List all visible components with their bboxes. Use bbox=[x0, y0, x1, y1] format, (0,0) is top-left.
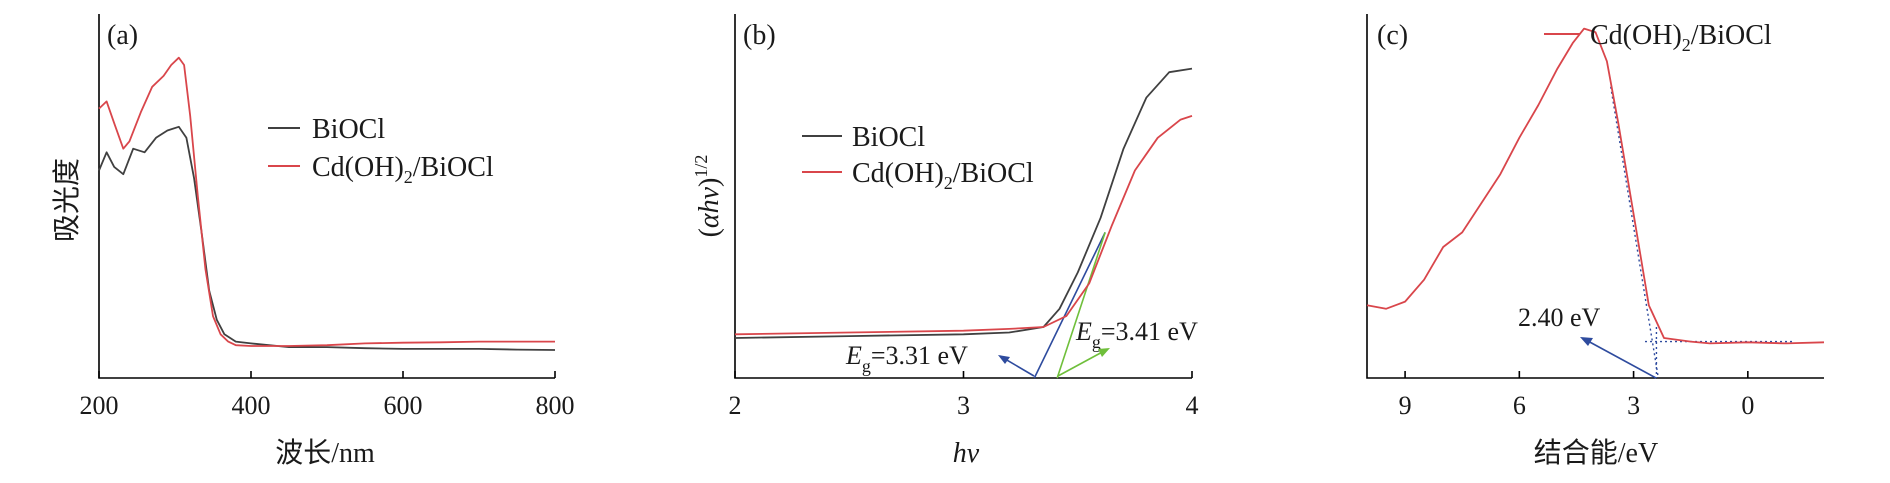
panel-c-xticks: 9 6 3 0 bbox=[1399, 371, 1754, 420]
panel-c: (c) 9 6 3 0 结合能/eV Cd(OH)2/BiOCl 2.40 eV bbox=[1366, 14, 1825, 469]
panel-b-line-cdoh2biocl bbox=[734, 115, 1193, 336]
panel-c-letter: (c) bbox=[1377, 20, 1408, 51]
vb-energy-label: 2.40 eV bbox=[1518, 303, 1601, 332]
panel-c-series bbox=[1366, 27, 1825, 345]
eg-341-arrowhead bbox=[1098, 348, 1110, 357]
panel-c-xlabel: 结合能/eV bbox=[1534, 437, 1658, 469]
panel-a-legend-label-biocl: BiOCl bbox=[312, 114, 385, 145]
panel-b-legend-label-cd: Cd(OH)2/BiOCl bbox=[852, 158, 1034, 193]
eg-341-arrow bbox=[1057, 349, 1107, 377]
panel-b-xtick-label: 2 bbox=[729, 391, 742, 420]
panel-b-xticks: 2 3 4 bbox=[729, 371, 1199, 420]
panel-b-series bbox=[734, 67, 1193, 339]
panel-c-axes bbox=[1366, 14, 1824, 379]
panel-c-legend: Cd(OH)2/BiOCl bbox=[1544, 20, 1772, 55]
panel-a-xtick-label: 600 bbox=[384, 391, 423, 420]
eg-331-label: Eg=3.31 eV bbox=[845, 341, 968, 376]
panel-b-line-biocl bbox=[734, 67, 1193, 339]
vb-energy-arrowhead bbox=[1580, 337, 1593, 346]
panel-b-annotation-331: Eg=3.31 eV bbox=[845, 341, 1035, 377]
eg-341-label: Eg=3.41 eV bbox=[1075, 317, 1198, 352]
eg-331-arrowhead bbox=[998, 355, 1010, 364]
panel-c-fit-lines bbox=[1610, 86, 1794, 379]
vb-energy-arrow bbox=[1585, 339, 1657, 379]
panel-c-xtick-label: 0 bbox=[1741, 391, 1754, 420]
panel-a-xticks: 200 400 600 800 bbox=[80, 371, 575, 420]
panel-b-xtick-label: 4 bbox=[1186, 391, 1199, 420]
panel-b-xtick-label: 3 bbox=[957, 391, 970, 420]
panel-c-legend-label-cd: Cd(OH)2/BiOCl bbox=[1590, 20, 1772, 55]
panel-a-xlabel: 波长/nm bbox=[275, 437, 375, 469]
vb-edge-fit bbox=[1610, 86, 1660, 379]
panel-c-xtick-label: 6 bbox=[1513, 391, 1526, 420]
panel-c-annotation: 2.40 eV bbox=[1518, 303, 1657, 379]
panel-b-legend-label-biocl: BiOCl bbox=[852, 122, 925, 153]
panel-b-ylabel: (αhν)1/2 bbox=[691, 155, 725, 238]
panel-c-xtick-label: 3 bbox=[1627, 391, 1640, 420]
panel-a-xtick-label: 200 bbox=[80, 391, 119, 420]
panel-b-letter: (b) bbox=[743, 20, 776, 51]
panel-a-xtick-label: 800 bbox=[536, 391, 575, 420]
panel-b-annotation-341: Eg=3.41 eV bbox=[1057, 317, 1198, 377]
panel-a-letter: (a) bbox=[107, 20, 138, 51]
tauc-fit-biocl bbox=[1033, 232, 1106, 379]
panel-a-line-cdoh2biocl bbox=[98, 56, 555, 347]
panel-a-legend-label-cd: Cd(OH)2/BiOCl bbox=[312, 152, 494, 187]
panel-a-xtick-label: 400 bbox=[232, 391, 271, 420]
panel-b-xlabel: hν bbox=[953, 438, 980, 469]
panel-c-line-cdoh2biocl bbox=[1366, 27, 1825, 345]
panel-c-xtick-label: 9 bbox=[1399, 391, 1412, 420]
panel-a-legend: BiOCl Cd(OH)2/BiOCl bbox=[268, 114, 494, 187]
panel-a: (a) 200 400 600 800 波长/nm 吸光度 BiOCl Cd(OH)2… bbox=[51, 14, 575, 469]
panel-b-fit-lines bbox=[1033, 232, 1106, 379]
panel-a-ylabel: 吸光度 bbox=[51, 158, 83, 242]
tauc-fit-cd bbox=[1056, 232, 1106, 379]
panel-b-legend: BiOCl Cd(OH)2/BiOCl bbox=[802, 122, 1034, 193]
panel-a-series bbox=[98, 56, 556, 351]
panel-a-axes bbox=[98, 14, 555, 379]
